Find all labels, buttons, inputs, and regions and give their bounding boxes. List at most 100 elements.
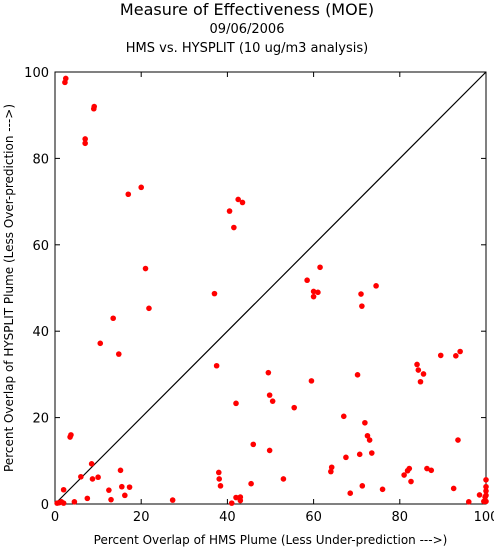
data-point [226, 208, 233, 214]
data-point [110, 315, 116, 322]
data-point [401, 472, 407, 478]
data-point [146, 305, 152, 312]
data-point [228, 500, 235, 506]
data-point [483, 477, 489, 483]
data-point [428, 467, 435, 474]
plot-frame [54, 71, 487, 505]
data-point [216, 476, 223, 482]
data-point [91, 103, 98, 110]
data-point [71, 499, 78, 505]
data-point [266, 447, 273, 454]
data-point [415, 367, 422, 373]
data-point [215, 469, 222, 476]
x-tick-label: 100 [474, 510, 494, 525]
data-point [437, 352, 444, 359]
data-point [328, 468, 334, 475]
data-point [483, 498, 489, 505]
data-point [119, 483, 125, 490]
data-point [354, 372, 361, 378]
x-tick-label: 40 [219, 510, 236, 525]
data-point [97, 340, 104, 347]
x-tick-label: 20 [133, 510, 150, 525]
data-point [239, 199, 246, 206]
data-point [265, 369, 272, 376]
data-point [358, 291, 364, 297]
data-point [62, 75, 69, 82]
data-point [457, 348, 463, 355]
data-point [269, 398, 276, 404]
data-point [138, 184, 144, 191]
x-tick-label: 0 [51, 510, 59, 525]
data-point [106, 487, 112, 493]
data-point [308, 378, 315, 384]
data-point [231, 224, 237, 231]
x-axis-label: Percent Overlap of HMS Plume (Less Under… [94, 533, 448, 547]
data-point [291, 404, 298, 411]
data-point [368, 450, 375, 456]
data-point [78, 473, 84, 480]
data-point [359, 483, 366, 489]
data-point [108, 496, 114, 503]
data-point [340, 413, 347, 420]
data-point [233, 494, 239, 501]
data-point [417, 378, 424, 385]
data-point [125, 191, 132, 198]
data-point [84, 495, 91, 502]
data-point [142, 265, 149, 272]
data-point [68, 432, 74, 438]
data-point [366, 437, 373, 443]
x-tick-label: 80 [392, 510, 409, 525]
y-axis-label: Percent Overlap of HYSPLIT Plume (Less O… [2, 104, 16, 472]
data-point [126, 484, 133, 490]
data-point [328, 464, 335, 471]
data-point [60, 486, 67, 493]
data-point [424, 465, 430, 472]
data-point [310, 293, 317, 300]
data-point [455, 437, 461, 443]
y-tick-label: 60 [32, 239, 49, 254]
data-point [117, 467, 124, 474]
y-tick-label: 80 [32, 152, 49, 167]
data-point [483, 492, 489, 499]
y-tick-label: 0 [41, 498, 49, 513]
x-tick-label: 60 [305, 510, 322, 525]
data-point [359, 303, 365, 309]
chart-title: Measure of Effectiveness (MOE) [119, 0, 375, 19]
data-point [450, 485, 457, 492]
data-point [211, 290, 218, 297]
y-tick-label: 20 [32, 412, 49, 427]
data-point [406, 465, 413, 472]
data-point [217, 483, 224, 489]
chart-analysis-subtitle: HMS vs. HYSPLIT (10 ug/m3 analysis) [125, 41, 369, 56]
data-point [82, 140, 88, 147]
data-point [122, 492, 128, 499]
data-point [310, 288, 317, 295]
data-point [95, 474, 101, 481]
data-point [304, 277, 310, 284]
data-point [317, 264, 323, 271]
data-point [213, 362, 220, 369]
data-point [235, 196, 241, 203]
data-point [420, 371, 427, 377]
plot-axes [54, 71, 487, 505]
data-point [356, 451, 363, 458]
data-point [280, 476, 287, 482]
data-point [60, 500, 67, 506]
data-point [362, 419, 368, 426]
data-point [343, 454, 349, 461]
data-point [465, 499, 472, 505]
data-point [89, 476, 96, 482]
chart-date-subtitle: 09/06/2006 [209, 22, 285, 37]
data-point [88, 461, 95, 467]
data-point [115, 351, 122, 357]
data-point [414, 361, 420, 368]
data-point [408, 478, 414, 485]
data-point [476, 492, 483, 498]
y-tick-label: 100 [24, 66, 49, 81]
data-point [250, 441, 257, 448]
data-point [483, 483, 489, 490]
data-point [248, 480, 254, 487]
data-point [266, 392, 273, 398]
data-point [169, 497, 176, 503]
